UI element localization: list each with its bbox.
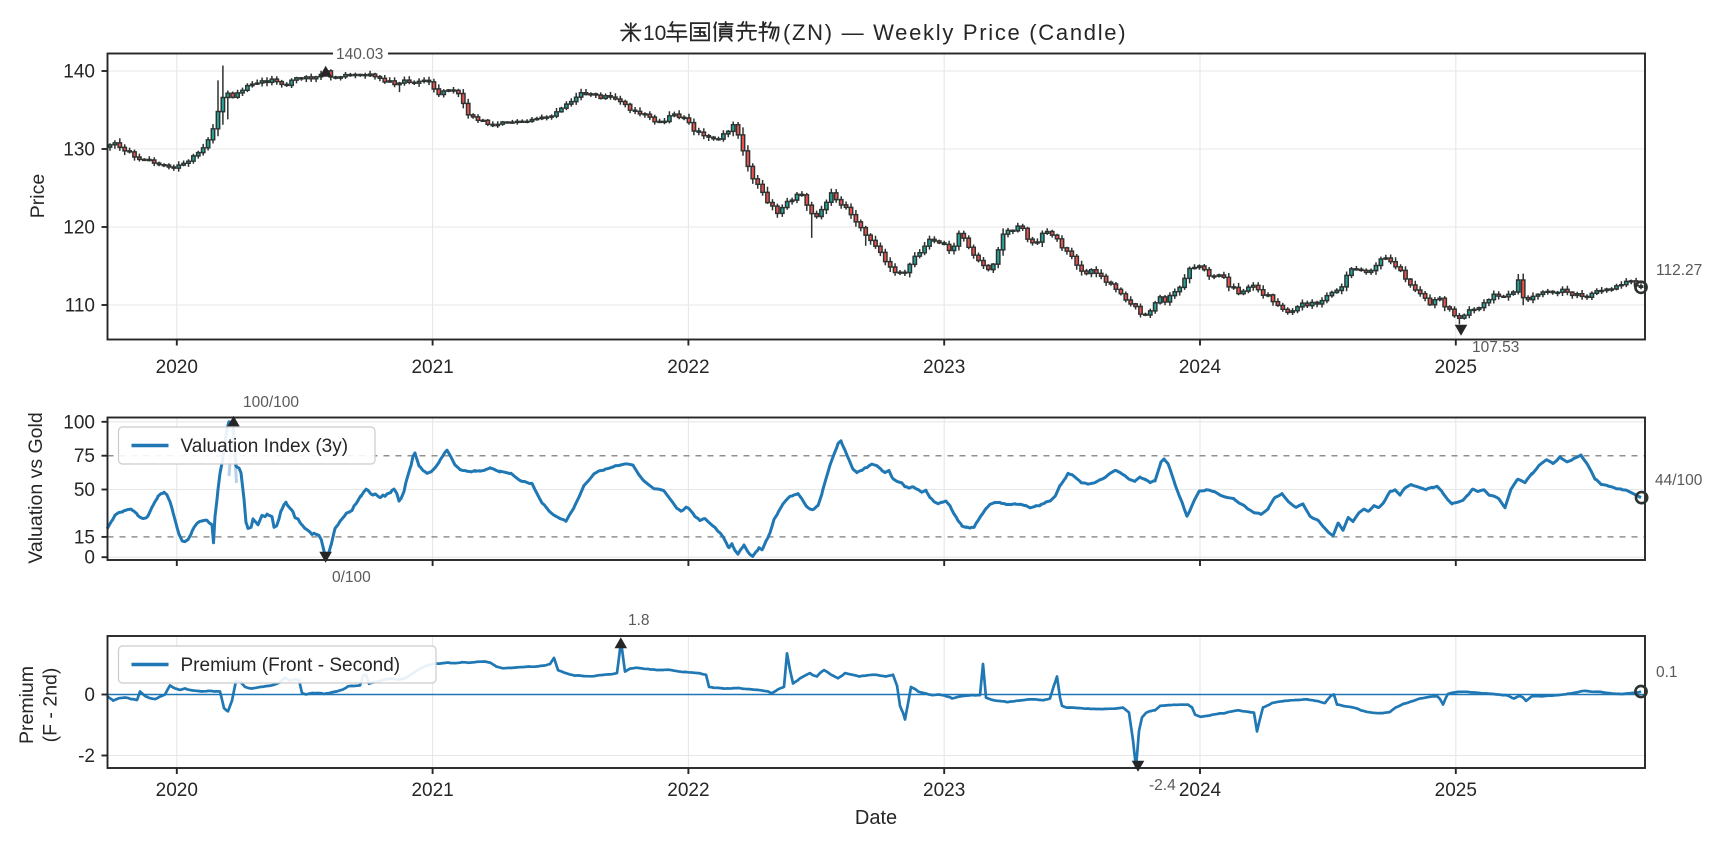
svg-text:112.27: 112.27: [1656, 262, 1702, 279]
svg-text:44/100: 44/100: [1655, 472, 1703, 489]
svg-text:2023: 2023: [923, 357, 965, 378]
svg-text:0/100: 0/100: [332, 569, 371, 586]
svg-text:100: 100: [63, 412, 95, 433]
svg-text:2021: 2021: [411, 780, 453, 801]
svg-text:(ZN) — Weekly Price (Candle): (ZN) — Weekly Price (Candle): [783, 20, 1127, 45]
svg-text:130: 130: [63, 140, 95, 161]
svg-text:2020: 2020: [156, 780, 198, 801]
svg-text:140.03: 140.03: [336, 46, 383, 63]
svg-text:2024: 2024: [1179, 357, 1222, 378]
svg-text:50: 50: [74, 480, 95, 501]
svg-text:15: 15: [74, 527, 95, 548]
svg-text:Premium: Premium: [16, 666, 38, 744]
svg-text:-2: -2: [78, 746, 95, 767]
svg-text:2022: 2022: [667, 357, 709, 378]
svg-text:110: 110: [65, 296, 95, 317]
svg-text:Date: Date: [855, 807, 897, 829]
svg-text:2022: 2022: [667, 780, 709, 801]
svg-text:100/100: 100/100: [243, 394, 299, 411]
svg-text:2025: 2025: [1435, 780, 1477, 801]
svg-text:120: 120: [63, 218, 95, 239]
svg-text:2023: 2023: [923, 780, 965, 801]
svg-text:140: 140: [63, 62, 95, 83]
svg-text:-2.4: -2.4: [1149, 777, 1176, 794]
svg-text:Valuation vs Gold: Valuation vs Gold: [25, 412, 47, 563]
svg-text:2025: 2025: [1435, 357, 1477, 378]
svg-text:0.1: 0.1: [1656, 664, 1678, 681]
svg-text:1.8: 1.8: [628, 612, 650, 629]
svg-text:2021: 2021: [411, 357, 453, 378]
svg-text:Premium (Front - Second): Premium (Front - Second): [181, 655, 401, 676]
svg-text:2024: 2024: [1179, 780, 1222, 801]
svg-text:10: 10: [643, 22, 666, 45]
svg-text:(F - 2nd): (F - 2nd): [40, 668, 62, 743]
svg-text:Price: Price: [27, 174, 49, 218]
svg-text:Valuation Index (3y): Valuation Index (3y): [181, 436, 349, 457]
svg-text:0: 0: [84, 548, 95, 569]
svg-text:107.53: 107.53: [1472, 339, 1519, 356]
svg-text:0: 0: [84, 685, 95, 706]
svg-text:75: 75: [74, 446, 95, 467]
svg-text:2020: 2020: [156, 357, 198, 378]
